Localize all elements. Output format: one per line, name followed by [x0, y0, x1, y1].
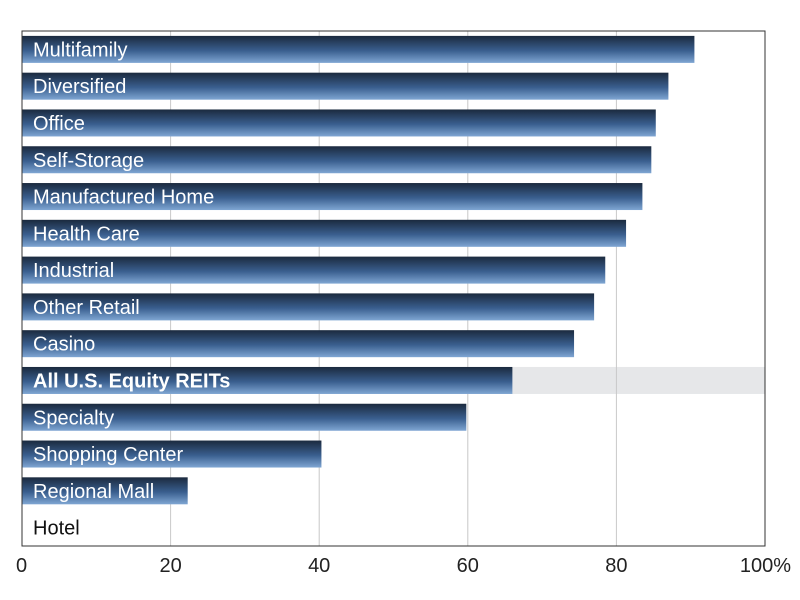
bar: [22, 330, 574, 357]
bar-layer: [22, 36, 694, 504]
category-label: Hotel: [33, 518, 80, 540]
x-tick-label: 0: [16, 555, 27, 577]
category-label: Self-Storage: [33, 150, 144, 172]
grid-layer: [171, 31, 617, 546]
plot-frame: [22, 31, 765, 546]
x-tick-label: 100%: [740, 555, 791, 577]
category-label: Health Care: [33, 223, 140, 245]
x-tick-label: 60: [457, 555, 479, 577]
category-label: Manufactured Home: [33, 187, 214, 209]
x-tick-label: 80: [605, 555, 627, 577]
category-label: Specialty: [33, 407, 114, 429]
category-label: Office: [33, 113, 85, 135]
category-label: Other Retail: [33, 297, 140, 319]
category-label: Casino: [33, 334, 95, 356]
category-label: Industrial: [33, 260, 114, 282]
category-label: Diversified: [33, 76, 126, 98]
x-tick-label: 20: [159, 555, 181, 577]
category-label: Regional Mall: [33, 481, 154, 503]
x-tick-label: 40: [308, 555, 330, 577]
tick-layer: 0 20 40 60 80 100%: [16, 555, 791, 577]
category-label: Shopping Center: [33, 444, 183, 466]
category-label: All U.S. Equity REITs: [33, 370, 230, 392]
category-label: Multifamily: [33, 39, 127, 61]
bar: [22, 109, 656, 136]
